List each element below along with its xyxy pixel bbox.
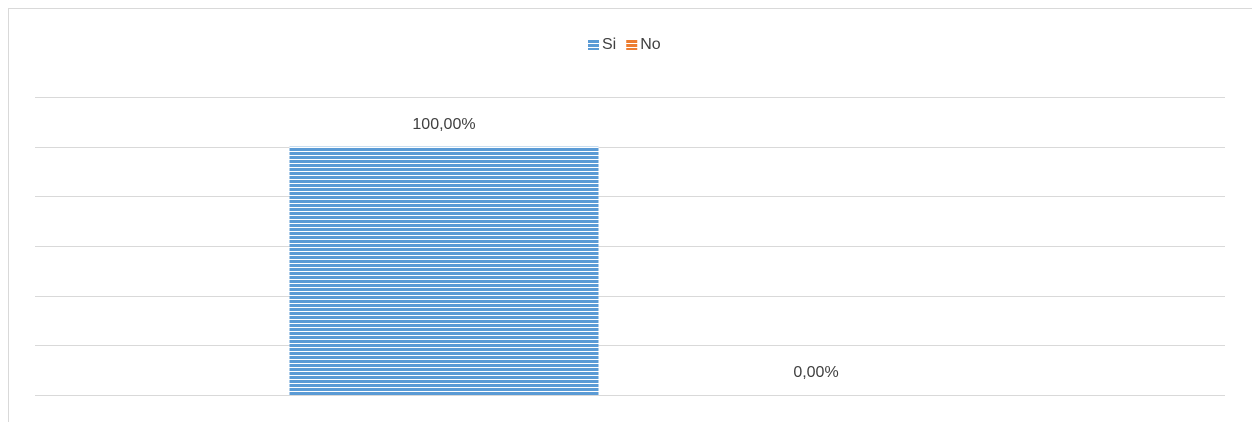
chart-frame bbox=[8, 8, 1252, 422]
legend-swatch bbox=[588, 39, 599, 50]
bar bbox=[289, 146, 599, 395]
legend-label: Si bbox=[602, 36, 616, 53]
data-label: 0,00% bbox=[793, 364, 838, 381]
legend-label: No bbox=[640, 36, 661, 53]
data-label: 100,00% bbox=[412, 116, 475, 133]
legend-swatch bbox=[626, 39, 638, 50]
